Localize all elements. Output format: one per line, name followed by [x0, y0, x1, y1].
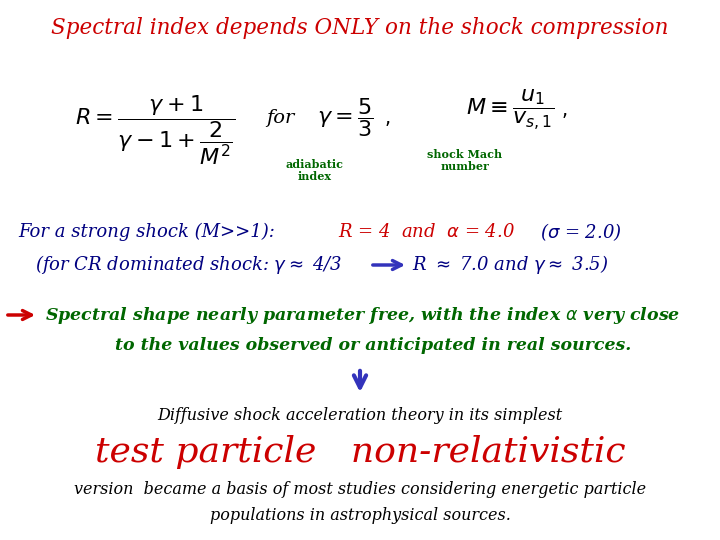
Text: to the values observed or anticipated in real sources.: to the values observed or anticipated in… — [115, 336, 631, 354]
Text: populations in astrophysical sources.: populations in astrophysical sources. — [210, 508, 510, 524]
Text: For a strong shock (M>>1):: For a strong shock (M>>1): — [18, 223, 275, 241]
Text: R = 4  and  $\alpha$ = 4.0: R = 4 and $\alpha$ = 4.0 — [338, 223, 515, 241]
Text: $\gamma = \dfrac{5}{3}$: $\gamma = \dfrac{5}{3}$ — [317, 97, 373, 139]
Text: test particle   non-relativistic: test particle non-relativistic — [95, 435, 625, 469]
Text: adiabatic: adiabatic — [286, 159, 344, 171]
Text: ($\sigma$ = 2.0): ($\sigma$ = 2.0) — [540, 221, 622, 243]
Text: shock Mach: shock Mach — [428, 150, 503, 160]
Text: index: index — [298, 172, 332, 183]
Text: for: for — [266, 109, 294, 127]
Text: ,: , — [562, 100, 568, 119]
Text: Diffusive shock acceleration theory in its simplest: Diffusive shock acceleration theory in i… — [158, 407, 562, 423]
Text: Spectral index depends ONLY on the shock compression: Spectral index depends ONLY on the shock… — [51, 17, 669, 39]
Text: Spectral shape nearly parameter free, with the index $\alpha$ very close: Spectral shape nearly parameter free, wi… — [45, 305, 680, 326]
Text: number: number — [441, 161, 490, 172]
Text: $M \equiv \dfrac{u_1}{v_{s,1}}$: $M \equiv \dfrac{u_1}{v_{s,1}}$ — [466, 87, 554, 132]
Text: ,: , — [385, 109, 391, 127]
Text: version  became a basis of most studies considering energetic particle: version became a basis of most studies c… — [74, 482, 646, 498]
Text: R $\approx$ 7.0 and $\gamma \approx$ 3.5): R $\approx$ 7.0 and $\gamma \approx$ 3.5… — [412, 253, 608, 276]
Text: (for CR dominated shock: $\gamma \approx$ 4/3: (for CR dominated shock: $\gamma \approx… — [35, 253, 343, 276]
Text: $R = \dfrac{\gamma+1}{\gamma - 1 + \dfrac{2}{M^2}}$: $R = \dfrac{\gamma+1}{\gamma - 1 + \dfra… — [75, 93, 235, 167]
